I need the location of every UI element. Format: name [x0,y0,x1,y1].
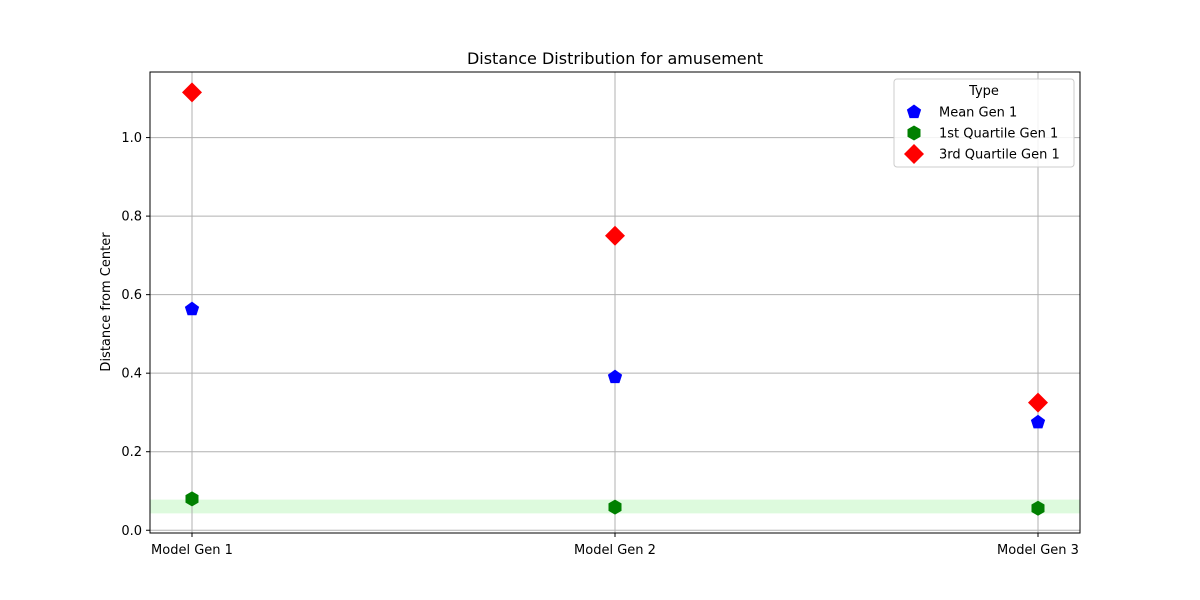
point-pentagon-3 [1030,414,1046,429]
legend-label: 3rd Quartile Gen 1 [939,148,1060,163]
legend: Type Mean Gen 1 1st Quartile Gen 1 3rd Quar… [893,78,1075,168]
legend-box [893,78,1075,168]
point-pentagon-1 [184,301,200,316]
y-tick-label: 0.0 [121,524,142,539]
x-tick-label: Model Gen 2 [574,543,656,558]
point-hexagon-1 [185,491,199,507]
point-diamond-2 [605,225,625,246]
point-hexagon-2 [608,499,622,515]
x-tick-label: Model Gen 1 [151,543,233,558]
point-hexagon-3 [1031,500,1045,516]
y-tick-label: 0.4 [121,367,142,382]
legend-marker-hexagon [907,125,921,141]
legend-marker-pentagon [906,104,922,119]
legend-label: Mean Gen 1 [939,106,1017,121]
plot-area: 0.0 0.2 0.4 0.6 0.8 1.0 Model Gen 1 Model Gen 2… [121,71,1081,558]
legend-label: 1st Quartile Gen 1 [939,127,1058,142]
legend-title: Type [968,84,999,99]
point-diamond-3 [1028,392,1048,413]
x-tick-label: Model Gen 3 [997,543,1079,558]
y-tick-label: 0.8 [121,210,142,225]
y-tick-label: 1.0 [121,131,142,146]
chart-title: Distance Distribution for amusement [467,49,763,68]
point-diamond-1 [182,82,202,103]
y-axis-label: Distance from Center [99,232,114,372]
legend-marker-diamond [904,144,924,164]
point-pentagon-2 [607,369,623,384]
y-tick-label: 0.2 [121,445,142,460]
y-tick-label: 0.6 [121,288,142,303]
axes-frame [149,71,1081,534]
